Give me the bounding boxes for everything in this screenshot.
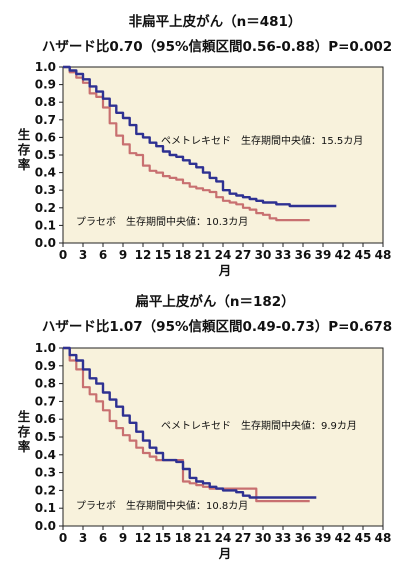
y-tick-label: 0.6 — [35, 130, 56, 144]
y-tick-label: 0.8 — [35, 95, 56, 109]
y-tick-label: 0.6 — [35, 412, 56, 426]
y-tick-label: 0.9 — [35, 359, 56, 373]
chart-title: 扁平上皮がん（n＝182） — [135, 293, 294, 310]
series-annotation-placebo: プラセボ 生存期間中央値：10.3カ月 — [76, 215, 248, 228]
y-tick-label: 0.8 — [35, 377, 56, 391]
x-tick-label: 24 — [215, 531, 232, 545]
x-tick-label: 21 — [195, 248, 212, 262]
chart-panel-2: 扁平上皮がん（n＝182） ハザード比1.07（95%信頼区間0.49-0.73）… — [17, 293, 392, 561]
x-tick-label: 30 — [255, 248, 272, 262]
series-line-pemetrexed — [63, 65, 337, 208]
series-annotation-pemetrexed: ペメトレキセド 生存期間中央値：9.9カ月 — [161, 419, 357, 432]
x-tick-label: 6 — [99, 531, 107, 545]
chart-panel-1: 非扁平上皮がん（n＝481） ハザード比0.70（95%信頼区間0.56-0.88… — [17, 13, 392, 278]
x-tick-label: 42 — [335, 531, 352, 545]
x-tick-label: 15 — [155, 248, 172, 262]
x-tick-label: 45 — [355, 248, 372, 262]
y-tick-label: 0.3 — [35, 183, 56, 197]
y-tick-label: 1.0 — [35, 341, 56, 355]
x-tick-label: 27 — [235, 248, 252, 262]
x-tick-label: 18 — [175, 248, 192, 262]
y-axis-label: 生存率 — [17, 127, 31, 172]
y-tick-label: 0.5 — [35, 430, 56, 444]
x-tick-label: 3 — [79, 531, 87, 545]
series-annotation-pemetrexed: ペメトレキセド 生存期間中央値：15.5カ月 — [161, 134, 363, 147]
x-tick-label: 45 — [355, 531, 372, 545]
x-axis-label: 月 — [218, 546, 232, 561]
y-tick-label: 0.2 — [35, 483, 56, 497]
series-line-pemetrexed — [63, 346, 317, 499]
x-tick-label: 42 — [335, 248, 352, 262]
x-tick-label: 36 — [295, 248, 312, 262]
y-axis-label: 生存率 — [17, 409, 31, 454]
x-tick-label: 30 — [255, 531, 272, 545]
y-tick-label: 0.3 — [35, 466, 56, 480]
y-tick-label: 0.2 — [35, 201, 56, 215]
x-tick-label: 6 — [99, 248, 107, 262]
series-line-placebo — [63, 346, 310, 503]
plot-area — [62, 66, 384, 244]
x-tick-label: 9 — [119, 248, 127, 262]
series-line-placebo — [63, 65, 310, 222]
y-tick-label: 0.9 — [35, 78, 56, 92]
y-tick-label: 0.4 — [35, 166, 56, 180]
x-tick-label: 48 — [375, 531, 392, 545]
x-tick-label: 0 — [59, 248, 67, 262]
x-tick-label: 33 — [275, 531, 292, 545]
plot-area — [62, 347, 384, 527]
y-tick-label: 0.0 — [35, 519, 56, 533]
chart-title: 非扁平上皮がん（n＝481） — [129, 13, 302, 30]
x-tick-label: 36 — [295, 531, 312, 545]
y-tick-label: 0.7 — [35, 394, 56, 408]
x-tick-label: 24 — [215, 248, 232, 262]
x-tick-label: 9 — [119, 531, 127, 545]
x-tick-label: 15 — [155, 531, 172, 545]
chart-subtitle: ハザード比0.70（95%信頼区間0.56-0.88）P=0.002 — [42, 38, 392, 55]
chart-subtitle: ハザード比1.07（95%信頼区間0.49-0.73）P=0.678 — [42, 318, 392, 335]
x-tick-label: 12 — [135, 248, 152, 262]
y-tick-label: 0.0 — [35, 236, 56, 250]
x-tick-label: 12 — [135, 531, 152, 545]
x-tick-label: 39 — [315, 531, 332, 545]
y-tick-label: 0.1 — [35, 218, 56, 232]
x-tick-label: 33 — [275, 248, 292, 262]
x-tick-label: 48 — [375, 248, 392, 262]
x-tick-label: 3 — [79, 248, 87, 262]
x-tick-label: 0 — [59, 531, 67, 545]
x-tick-label: 27 — [235, 531, 252, 545]
y-tick-label: 1.0 — [35, 60, 56, 74]
x-tick-label: 18 — [175, 531, 192, 545]
y-tick-label: 0.4 — [35, 448, 56, 462]
series-annotation-placebo: プラセボ 生存期間中央値：10.8カ月 — [76, 499, 248, 512]
y-tick-label: 0.1 — [35, 501, 56, 515]
x-tick-label: 39 — [315, 248, 332, 262]
y-tick-label: 0.5 — [35, 148, 56, 162]
x-tick-label: 21 — [195, 531, 212, 545]
y-tick-label: 0.7 — [35, 113, 56, 127]
x-axis-label: 月 — [218, 263, 232, 278]
